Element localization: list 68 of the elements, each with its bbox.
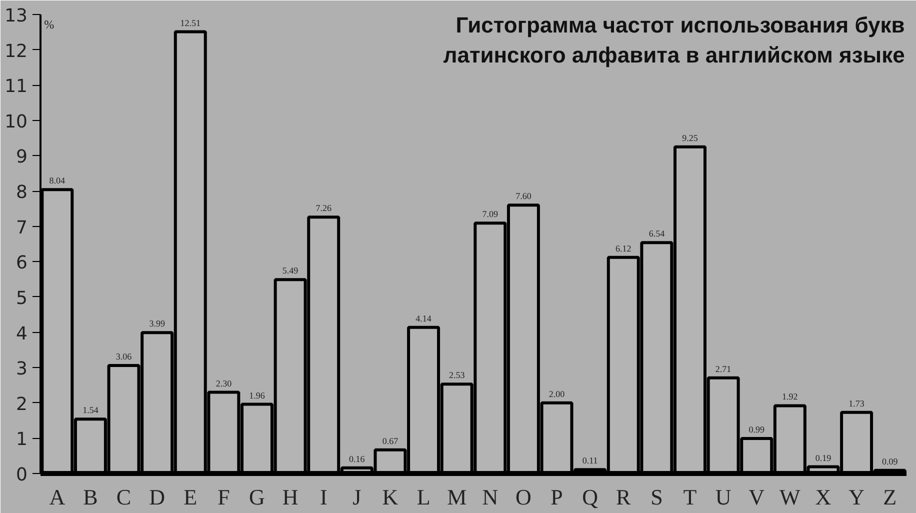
data-label: 0.99 <box>748 424 765 435</box>
data-label: 0.67 <box>382 436 399 446</box>
y-tick-label: 6 <box>16 252 28 274</box>
data-label: 1.73 <box>848 398 865 408</box>
x-tick-label: Q <box>582 484 598 510</box>
x-tick-label: R <box>616 484 632 510</box>
data-label: 2.71 <box>715 364 732 374</box>
y-tick-label: 3 <box>16 358 28 380</box>
x-tick-label: T <box>683 484 698 510</box>
data-label: 2.00 <box>548 388 566 399</box>
data-label: 1.92 <box>782 392 798 402</box>
data-label: 3.99 <box>149 318 166 329</box>
data-label: 0.09 <box>882 456 898 466</box>
x-tick-label: J <box>352 484 362 510</box>
data-label: 1.54 <box>82 405 99 416</box>
x-tick-label: F <box>218 484 230 510</box>
y-axis-title: % <box>44 18 54 32</box>
x-tick-label: X <box>815 484 832 510</box>
x-tick-label: B <box>83 484 98 510</box>
x-tick-label: E <box>184 484 198 510</box>
data-label: 6.12 <box>616 243 632 254</box>
x-tick-label: K <box>382 484 398 510</box>
x-tick-label: M <box>447 484 467 510</box>
data-label: 4.14 <box>416 313 432 324</box>
x-tick-label: U <box>715 484 732 510</box>
x-tick-label: O <box>516 484 532 510</box>
x-tick-label: Z <box>883 484 897 510</box>
x-tick-label: H <box>282 484 298 510</box>
data-label: 7.09 <box>482 209 499 220</box>
y-tick-label: 8 <box>16 182 28 204</box>
data-label: 1.96 <box>249 390 266 400</box>
data-label: 12.51 <box>180 18 201 28</box>
data-label: 0.19 <box>815 452 832 463</box>
y-tick-label: 0 <box>16 464 28 486</box>
y-tick-label: 9 <box>16 146 28 168</box>
x-tick-label: V <box>748 484 765 510</box>
x-tick-label: G <box>249 484 266 510</box>
y-tick-label: 10 <box>4 111 28 132</box>
y-tick-label: 11 <box>4 76 28 98</box>
x-tick-label: D <box>149 484 166 510</box>
text: Гистограмма частот использования букв латинского алфавита в английском языке <box>443 12 905 68</box>
x-tick-label: L <box>416 484 430 510</box>
y-tick-label: 12 <box>4 40 28 62</box>
x-tick-label: C <box>116 484 132 510</box>
data-label: 0.11 <box>582 456 598 466</box>
data-label: 0.16 <box>349 454 366 464</box>
y-tick-label: 13 <box>4 6 28 26</box>
y-tick-label: 7 <box>16 217 28 238</box>
x-tick-label: W <box>780 484 801 510</box>
y-tick-label: 4 <box>16 323 28 344</box>
x-tick-label: A <box>49 484 66 510</box>
x-tick-label: S <box>650 484 663 510</box>
x-tick-label: P <box>550 484 563 510</box>
y-tick-label: 1 <box>16 429 28 450</box>
data-label: 6.54 <box>648 228 666 239</box>
data-label: 2.53 <box>448 370 466 380</box>
data-label: 5.49 <box>282 266 299 276</box>
data-label: 8.04 <box>49 176 66 186</box>
y-tick-label: 2 <box>16 394 28 415</box>
data-label: 7.60 <box>516 191 532 202</box>
data-label: 7.26 <box>316 203 332 214</box>
data-label: 2.30 <box>216 378 232 388</box>
x-tick-label: Y <box>848 484 865 510</box>
data-label: 9.25 <box>682 132 698 143</box>
x-tick-label: I <box>320 484 328 510</box>
y-tick-label: 5 <box>16 288 28 309</box>
data-label: 3.06 <box>116 351 132 362</box>
x-tick-label: N <box>482 484 498 510</box>
